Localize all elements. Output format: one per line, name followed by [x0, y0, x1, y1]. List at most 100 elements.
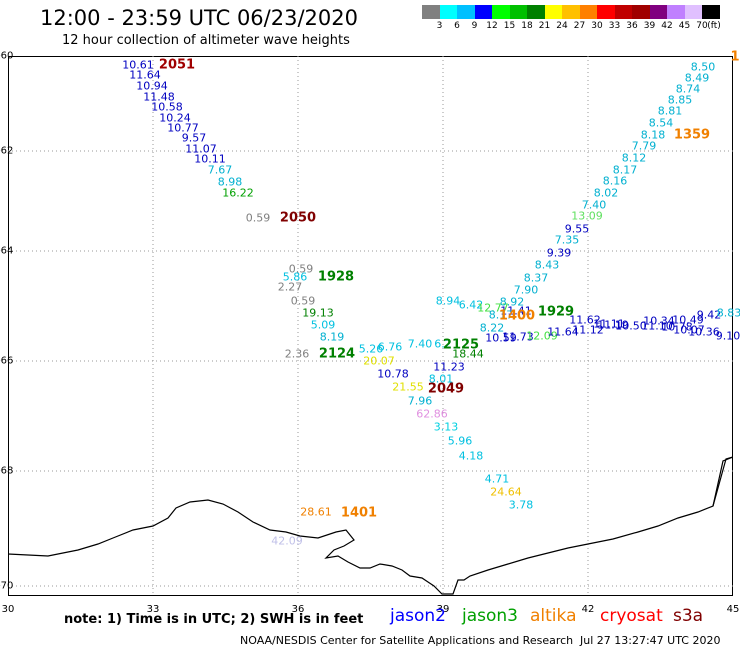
longitude-label: 30	[1, 604, 15, 615]
wave-height-reading: 11.48	[143, 90, 175, 104]
pass-time-label: 2050	[279, 210, 317, 226]
wave-height-reading: 8.74	[675, 82, 701, 96]
footer-credit: NOAA/NESDIS Center for Satellite Applica…	[240, 634, 574, 647]
wave-height-reading: 21.55	[392, 380, 424, 394]
wave-height-reading: 8.02	[593, 186, 619, 200]
latitude-label: -60	[0, 50, 14, 62]
colorbar-swatch	[527, 5, 545, 19]
colorbar-tick-label: 18	[521, 21, 533, 31]
colorbar-swatch	[614, 5, 632, 19]
colorbar-tick-label: 30	[591, 21, 603, 31]
latitude-label: -66	[0, 355, 14, 367]
wave-height-reading: 3.13	[433, 420, 459, 434]
footer-timestamp: Jul 27 13:27:47 UTC 2020	[580, 634, 721, 647]
colorbar-swatch	[457, 5, 475, 19]
colorbar-swatch	[544, 5, 562, 19]
colorbar-swatch	[632, 5, 650, 19]
wave-height-reading: 8.18	[640, 128, 666, 142]
latitude-label: -64	[0, 245, 14, 257]
page-title: 12:00 - 23:59 UTC 06/23/2020	[40, 6, 358, 30]
colorbar-tick-label: 39	[643, 21, 656, 31]
wave-height-reading: 10.50	[615, 319, 647, 333]
wave-height-reading: 7.40	[581, 198, 607, 212]
wave-height-reading: 11.64	[547, 325, 579, 339]
wave-height-reading: 10.34	[643, 314, 675, 328]
longitude-label: 33	[146, 604, 160, 615]
wave-height-reading: 8.37	[523, 271, 549, 285]
wave-height-reading: 10.11	[194, 152, 226, 166]
wave-height-reading: 11.10	[641, 319, 673, 333]
colorbar-swatch	[439, 5, 457, 19]
wave-height-reading: 11.19	[597, 318, 629, 332]
wave-height-reading: 11.41	[500, 304, 532, 318]
pass-time-label: 2051	[158, 57, 196, 73]
wave-height-reading: 8.85	[667, 93, 693, 107]
colorbar-tick-label: (ft)	[707, 21, 721, 31]
pass-time-label: 1	[730, 49, 740, 65]
wave-height-reading: 8.17	[612, 163, 638, 177]
satellite-legend-item: jason2	[390, 606, 446, 626]
colorbar-tick-label: 3	[436, 21, 443, 31]
wave-height-reading: 7.96	[407, 394, 433, 408]
colorbar-labels: 3 6 9 12 15 18 21 24 27 30 33 36 39 42 45 70 (ft)	[422, 21, 740, 33]
wave-height-reading: 11.12	[572, 323, 604, 337]
colorbar-swatch	[667, 5, 685, 19]
wave-height-reading: 2.36	[284, 347, 310, 361]
pass-time-label: 2049	[427, 381, 465, 397]
latitude-label: -70	[0, 580, 14, 592]
wave-height-reading: 9.55	[564, 222, 590, 236]
wave-height-reading: 62.86	[416, 407, 448, 421]
colorbar-swatch	[509, 5, 527, 19]
wave-height-reading: 42.09	[271, 534, 303, 548]
pass-time-label: 2124	[318, 346, 356, 362]
latitude-label: -62	[0, 145, 14, 157]
colorbar-swatch	[474, 5, 492, 19]
colorbar-swatch	[597, 5, 615, 19]
longitude-label: 39	[436, 604, 450, 615]
wave-height-reading: 18.44	[452, 347, 484, 361]
wave-height-reading: 8.19	[319, 330, 345, 344]
pass-time-label: 1929	[537, 304, 575, 320]
wave-height-reading: 9.42	[696, 308, 722, 322]
wave-height-reading: 8.43	[534, 258, 560, 272]
map-border	[8, 56, 733, 596]
colorbar	[422, 5, 720, 19]
wave-height-reading: 8.54	[648, 116, 674, 130]
colorbar-tick-label: 70	[696, 21, 708, 31]
coastline-segment	[712, 456, 733, 507]
satellite-legend-item: jason3	[462, 606, 518, 626]
wave-height-reading: 9.10	[715, 329, 740, 343]
wave-height-reading: 8.81	[657, 104, 683, 118]
pass-time-label: 1359	[673, 127, 711, 143]
wave-height-reading: 11.11	[593, 317, 625, 331]
colorbar-swatch	[492, 5, 510, 19]
pass-time-label: 2125	[442, 337, 480, 353]
wave-height-reading: 7.67	[207, 163, 233, 177]
wave-height-reading: 6.42	[458, 298, 484, 312]
wave-height-reading: 10.59	[485, 331, 517, 345]
colorbar-swatch	[422, 5, 440, 19]
wave-height-reading: 9.39	[546, 246, 572, 260]
wave-height-reading: 10.78	[661, 320, 693, 334]
wave-height-reading: 0.59	[245, 211, 271, 225]
wave-height-reading: 5.86	[282, 270, 308, 284]
wave-height-reading: 12.09	[526, 329, 558, 343]
longitude-label: 45	[726, 604, 740, 615]
wave-height-reading: 10.49	[672, 313, 704, 327]
wave-height-reading: 8.98	[217, 175, 243, 189]
wave-height-reading: 10.36	[688, 325, 720, 339]
satellite-legend-item: s3a	[673, 606, 704, 626]
colorbar-tick-label: 45	[678, 21, 691, 31]
wave-height-reading: 24.64	[490, 485, 522, 499]
wave-height-reading: 28.61	[300, 505, 332, 519]
colorbar-swatch	[684, 5, 702, 19]
wave-height-reading: 8.16	[602, 174, 628, 188]
colorbar-tick-label: 27	[573, 21, 586, 31]
antarctic-coastline	[8, 456, 733, 595]
note-text: note: 1) Time is in UTC; 2) SWH is in fe…	[64, 612, 364, 627]
wave-height-reading: 20.07	[363, 354, 395, 368]
wave-height-reading: 10.58	[151, 100, 183, 114]
wave-height-reading: 6.76	[377, 340, 403, 354]
wave-height-reading: 19.13	[302, 306, 334, 320]
wave-height-reading: 11.73	[502, 330, 534, 344]
